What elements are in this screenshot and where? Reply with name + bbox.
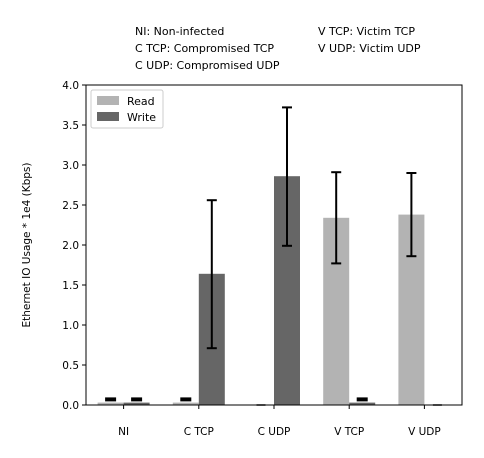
x-tick-label-1: C TCP (184, 426, 214, 438)
note-v-udp: V UDP: Victim UDP (318, 42, 421, 55)
bar-read-1 (172, 402, 199, 405)
x-tick-label-4: V UDP (408, 426, 441, 438)
bar-read-0 (97, 402, 124, 405)
y-tick-label-8: 4.0 (62, 80, 79, 92)
note-v-tcp: V TCP: Victim TCP (318, 25, 415, 38)
x-tick-label-0: NI (118, 426, 129, 438)
y-tick-label-2: 1.0 (62, 320, 79, 332)
y-tick-label-0: 0.0 (62, 400, 79, 412)
legend-swatch-write (97, 112, 119, 121)
bar-write-0 (123, 402, 150, 405)
x-tick-label-2: C UDP (258, 426, 291, 438)
y-tick-label-4: 2.0 (62, 240, 79, 252)
bar-write-3 (349, 402, 376, 405)
y-tick-label-5: 2.5 (62, 200, 79, 212)
y-axis-label: Ethernet IO Usage * 1e4 (Kbps) (21, 163, 33, 328)
y-tick-label-3: 1.5 (62, 280, 79, 292)
legend-label-read: Read (127, 95, 155, 108)
x-tick-label-3: V TCP (334, 426, 364, 438)
note-ni: NI: Non-infected (135, 25, 224, 38)
legend-label-write: Write (127, 111, 156, 124)
plot-area: 0.0 0.5 1.0 1.5 2.0 2.5 3.0 3.5 4.0 NI C TCP C UDP V… (62, 80, 463, 438)
y-tick-label-1: 0.5 (62, 360, 79, 372)
legend-swatch-read (97, 96, 119, 105)
note-c-tcp: C TCP: Compromised TCP (135, 42, 274, 55)
y-tick-label-6: 3.0 (62, 160, 79, 172)
y-tick-label-7: 3.5 (62, 120, 79, 132)
note-c-udp: C UDP: Compromised UDP (135, 59, 280, 72)
